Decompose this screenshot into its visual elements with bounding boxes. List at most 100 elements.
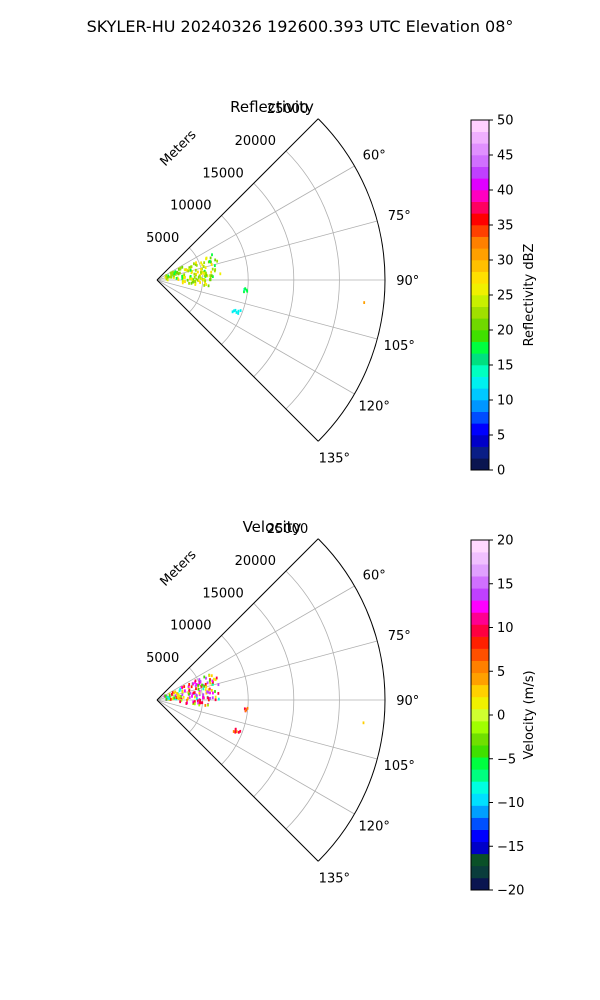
radar-gate — [210, 274, 213, 277]
radar-gate — [195, 683, 198, 686]
colorbar-segment — [471, 684, 489, 698]
radar-gate — [187, 269, 190, 273]
radar-gate — [205, 685, 208, 689]
radar-gate — [206, 274, 209, 278]
colorbar-segment — [471, 793, 489, 806]
radar-gate — [169, 698, 172, 701]
radar-gate — [188, 266, 191, 270]
colorbar-segment — [471, 120, 489, 132]
radar-gate — [182, 274, 185, 278]
radar-gate — [202, 687, 205, 691]
colorbar-segment — [471, 236, 489, 249]
radar-gate — [180, 686, 183, 690]
colorbar-segment — [471, 660, 489, 674]
radar-gate — [200, 277, 202, 280]
radar-gate — [175, 276, 178, 280]
colorbar-tick-label: 10 — [497, 394, 514, 409]
azimuth-gridline — [156, 699, 378, 760]
colorbar-label: Reflectivity dBZ — [522, 244, 537, 347]
colorbar-segment — [471, 143, 489, 156]
radar-gate — [181, 691, 184, 694]
radar-gate — [213, 677, 215, 681]
azimuth-tick-label: 60° — [363, 149, 386, 164]
azimuth-gridline — [156, 165, 355, 281]
radar-gate — [173, 696, 176, 700]
radar-gate — [199, 698, 201, 702]
radar-gate — [211, 275, 214, 279]
colorbar-segment — [471, 131, 489, 144]
colorbar-segment — [471, 271, 489, 284]
radar-gate — [210, 263, 213, 266]
colorbar-segment — [471, 745, 489, 758]
colorbar-segment — [471, 829, 489, 843]
radar-gate — [217, 692, 220, 695]
radar-gate — [186, 698, 188, 702]
radar-gate — [182, 695, 185, 699]
radar-gate — [213, 264, 216, 268]
colorbar-label: Velocity (m/s) — [522, 670, 537, 759]
colorbar-segment — [471, 817, 489, 830]
radar-gate — [188, 683, 191, 686]
colorbar-segment — [471, 696, 489, 710]
radar-gate — [206, 696, 209, 700]
radar-gate — [166, 275, 169, 279]
radar-gate — [190, 277, 193, 281]
radar-gate — [188, 688, 191, 692]
radar-gate — [204, 281, 206, 284]
radar-gate — [209, 678, 211, 681]
radar-gate — [206, 690, 209, 694]
reflectivity-labels: 5000 10000 15000 20000 25000 60° 75° 90° 105° 120… — [146, 102, 419, 467]
range-tick-label: 5000 — [146, 231, 179, 246]
azimuth-gridline — [156, 640, 378, 701]
radar-gate — [206, 681, 209, 685]
range-tick-label: 20000 — [235, 554, 276, 569]
radar-gate — [210, 270, 213, 274]
azimuth-gridline — [156, 699, 355, 815]
colorbar-segment — [471, 733, 489, 746]
azimuth-tick-label: 105° — [384, 759, 415, 774]
radar-gate — [239, 729, 242, 733]
radar-gate — [205, 283, 208, 286]
colorbar-tick-label: 5 — [497, 429, 505, 444]
radar-gate — [181, 281, 184, 285]
radar-gate — [182, 279, 185, 283]
radar-gate — [184, 275, 186, 279]
colorbar-segment — [471, 540, 489, 553]
radar-gate — [181, 693, 184, 697]
radar-gate — [184, 689, 186, 693]
radar-gate — [197, 270, 199, 274]
radar-gate — [234, 727, 237, 731]
colorbar-segment — [471, 213, 489, 226]
radar-gate — [210, 674, 213, 678]
colorbar-segment — [471, 400, 489, 412]
radar-gate — [199, 701, 202, 705]
radar-gate — [363, 301, 366, 304]
colorbar-segment — [471, 648, 489, 661]
radar-gate — [205, 257, 207, 261]
radar-gate — [174, 272, 177, 276]
radar-gate — [173, 276, 175, 279]
azimuth-tick-label: 135° — [319, 451, 350, 466]
radar-gate — [208, 679, 211, 683]
radar-gate — [177, 278, 180, 281]
colorbar-segment — [471, 721, 489, 734]
radar-gate — [197, 687, 200, 691]
colorbar-tick-label: −10 — [497, 796, 524, 811]
sector-edge — [156, 118, 319, 281]
radar-gate — [192, 278, 195, 281]
radar-gate — [207, 703, 209, 707]
radar-gate — [244, 287, 247, 291]
reflectivity-colorbar: 0 5 10 15 20 25 30 35 40 45 50 Reflectivity dBZ — [470, 114, 537, 479]
radar-gate — [192, 691, 195, 695]
velocity-colorbar: −20 −15 −10 −5 0 5 10 15 20 Velocity (m/s) — [470, 534, 537, 899]
radar-gate — [211, 679, 214, 683]
colorbar-tick-label: −15 — [497, 840, 524, 855]
radar-gate — [202, 683, 205, 687]
radar-gate — [214, 695, 217, 699]
colorbar-segment — [471, 225, 489, 237]
colorbar-tick-label: 5 — [497, 665, 505, 680]
radar-gate — [237, 730, 240, 734]
radar-gate — [197, 279, 200, 283]
colorbar-tick-label: 0 — [497, 709, 505, 724]
radar-gate — [183, 685, 186, 688]
